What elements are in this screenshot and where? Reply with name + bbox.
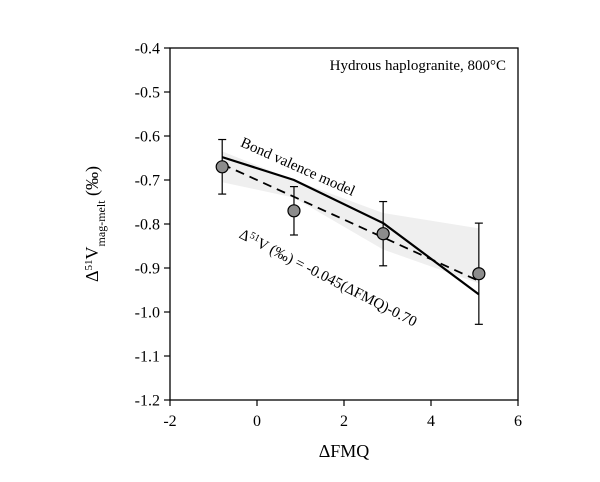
y-tick-label: -0.6 xyxy=(135,129,160,146)
y-tick-label: -1.0 xyxy=(135,305,160,322)
fit-line-dashed xyxy=(221,163,480,282)
x-tick-label: -2 xyxy=(163,413,176,430)
y-label-delta: Δ xyxy=(82,270,102,282)
annotation-box-label: Hydrous haplogranite, 800°C xyxy=(330,58,506,74)
y-axis-label: Δ51Vmag-melt (‰) xyxy=(82,166,108,282)
y-label-sup: 51 xyxy=(83,259,95,270)
x-tick-label: 6 xyxy=(514,413,522,430)
data-point-3 xyxy=(376,200,390,267)
y-tick-label: -0.7 xyxy=(135,173,160,190)
x-tick-label: 2 xyxy=(340,413,348,430)
lines-layer xyxy=(221,156,480,296)
y-tick-label: -0.5 xyxy=(135,85,160,102)
data-point-2 xyxy=(287,186,301,236)
fit-label-sup: 51 xyxy=(248,230,262,244)
x-axis-label: ΔFMQ xyxy=(319,441,370,461)
y-tick-label: -0.8 xyxy=(135,217,160,234)
y-tick-label: -1.2 xyxy=(135,393,160,410)
data-marker xyxy=(215,160,229,174)
y-label-unit: (‰) xyxy=(82,166,103,201)
data-marker xyxy=(376,227,390,241)
data-marker xyxy=(472,267,486,281)
x-tick-label: 4 xyxy=(427,413,435,430)
data-point-1 xyxy=(215,138,229,195)
confidence-band-layer xyxy=(222,151,479,284)
ticks-layer: -2 0 2 4 6 -0.4 -0.5 -0.6 -0.7 -0.8 -0.9 -1.0 -1.1 -1… xyxy=(135,41,522,431)
data-marker xyxy=(287,204,301,218)
y-label-sub: mag-melt xyxy=(94,200,108,247)
y-tick-label: -0.9 xyxy=(135,261,160,278)
y-label-main: V xyxy=(82,246,102,259)
data-point-4 xyxy=(472,222,486,325)
x-tick-label: 0 xyxy=(253,413,261,430)
y-tick-label: -1.1 xyxy=(135,349,160,366)
confidence-band xyxy=(222,151,479,284)
points-layer xyxy=(215,138,486,325)
y-tick-label: -0.4 xyxy=(135,41,160,58)
